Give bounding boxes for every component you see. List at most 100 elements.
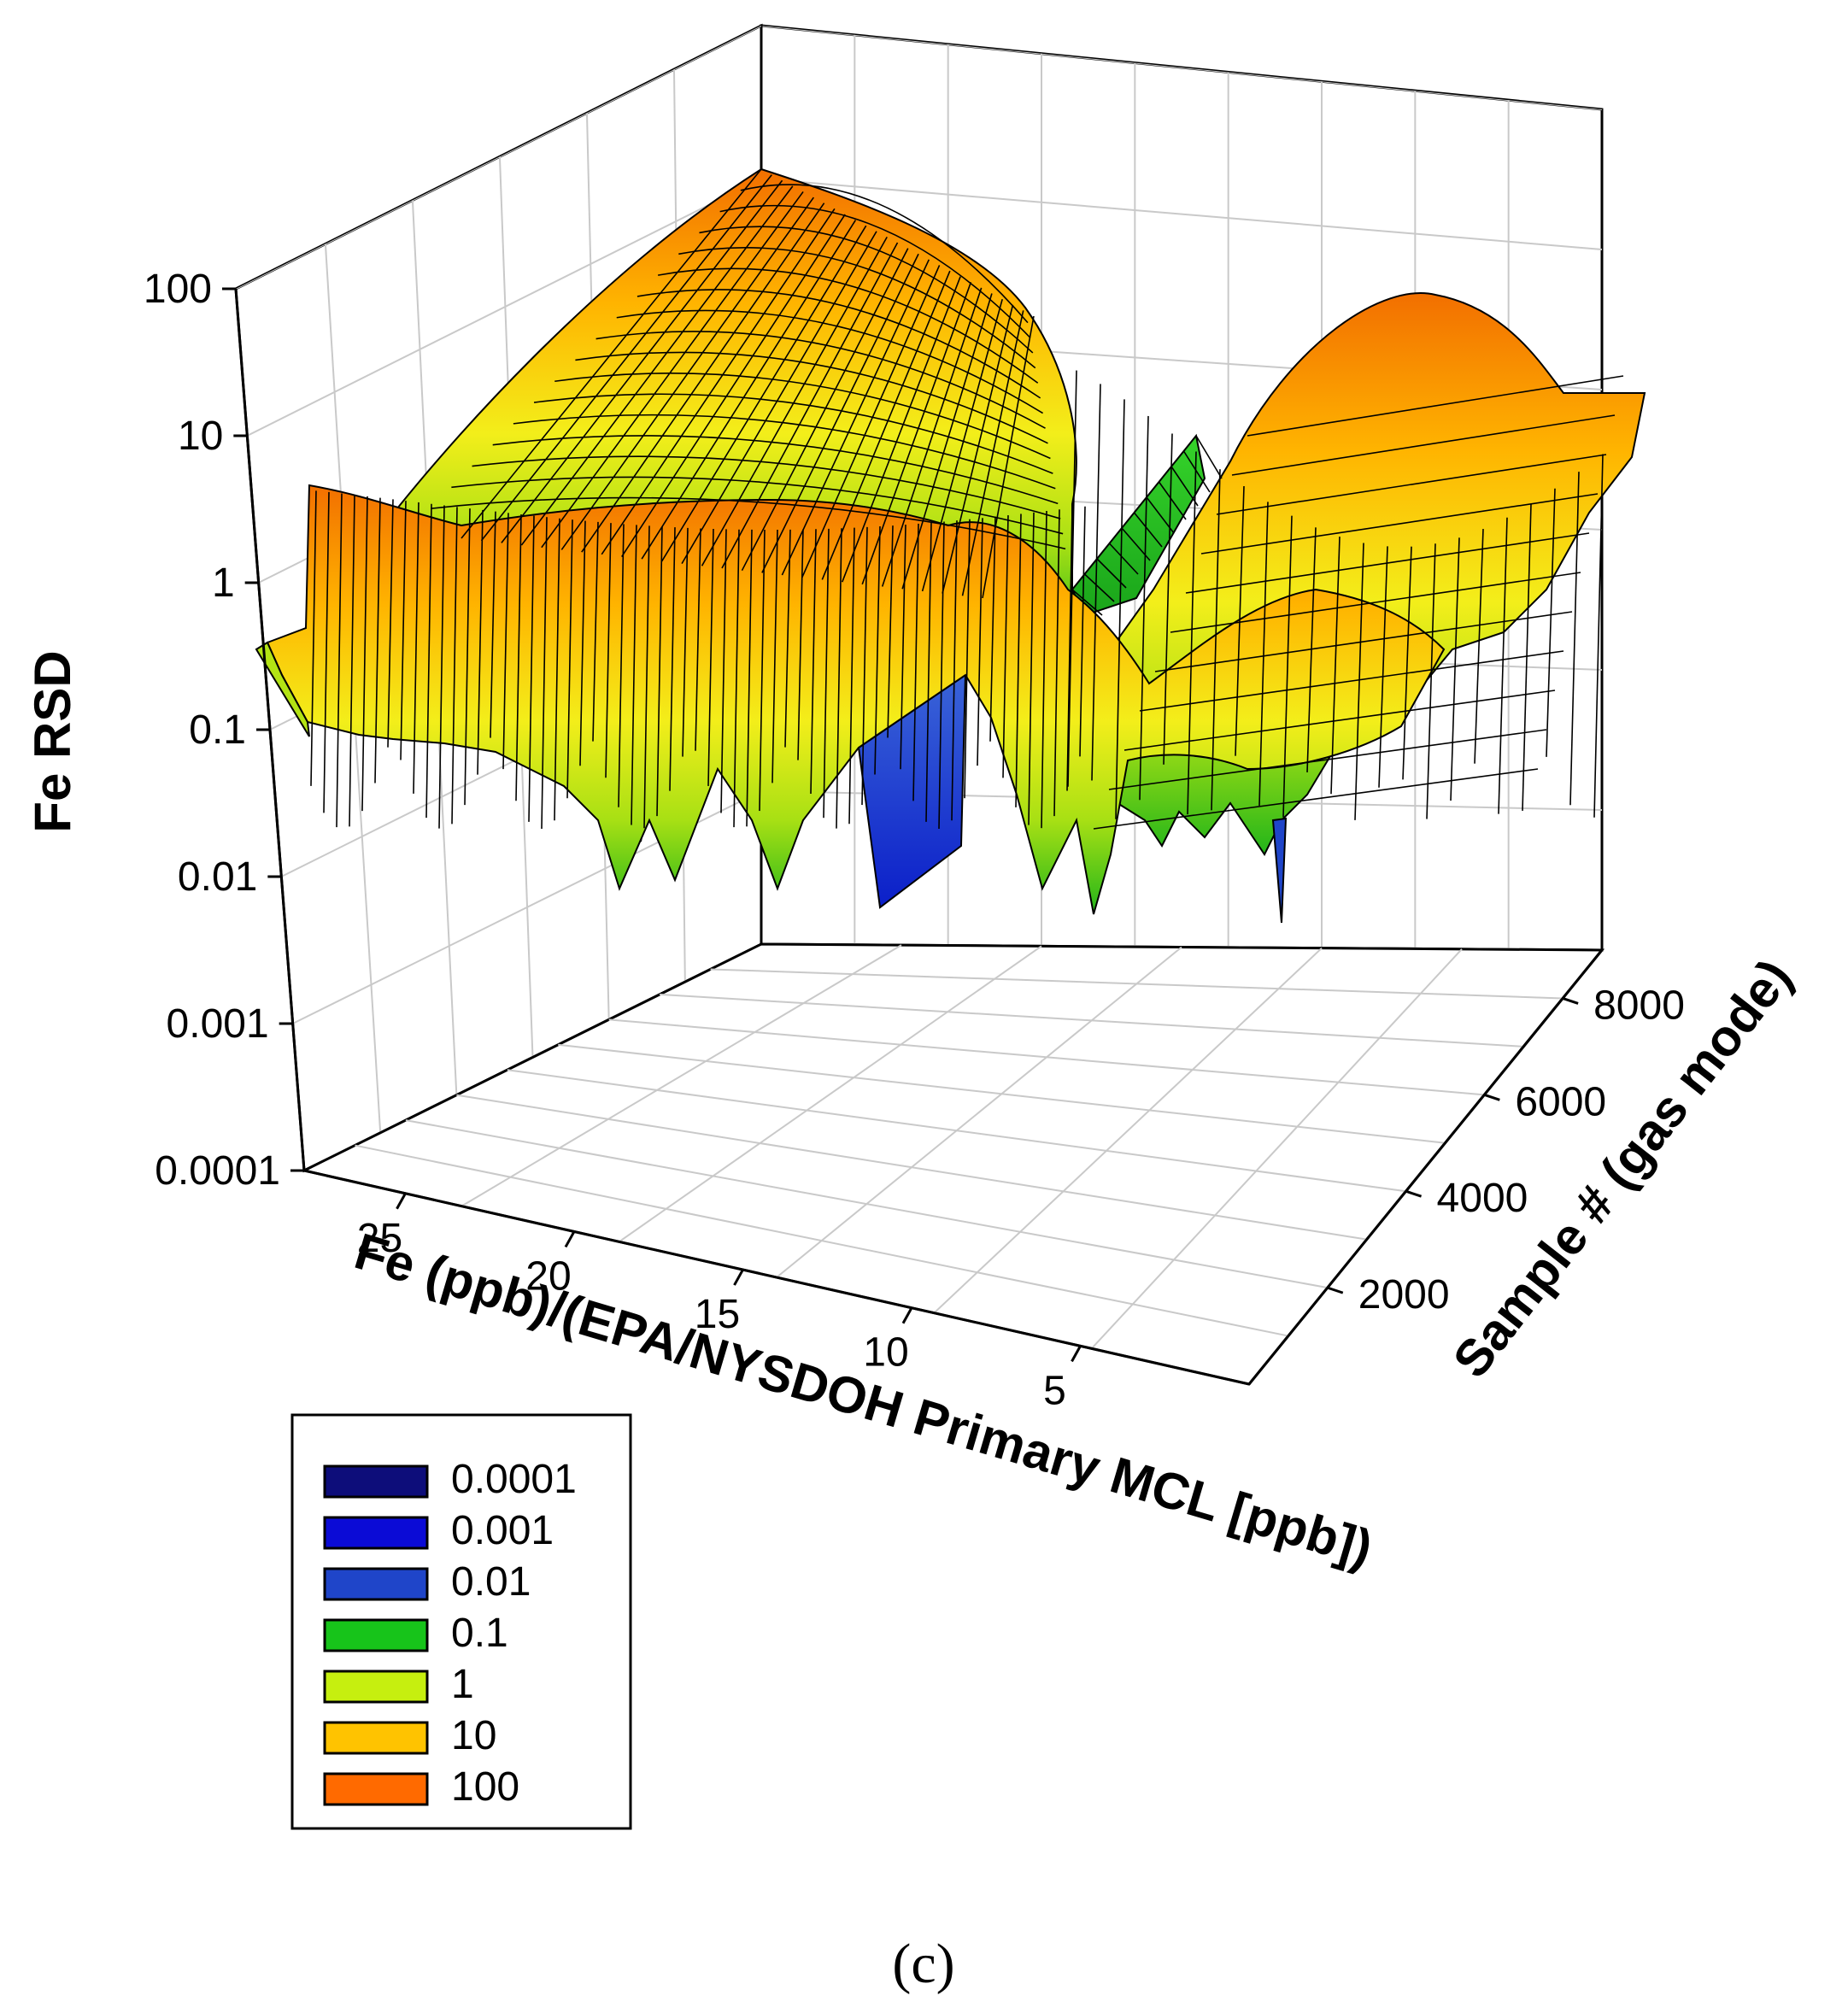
floor-grid-line: [608, 1018, 1485, 1096]
surface-mesh-line: [1195, 435, 1223, 479]
surface-mesh-line: [1091, 384, 1101, 781]
surface-mesh-line: [1378, 546, 1388, 788]
surface-mesh-line: [1282, 515, 1293, 818]
y-tick-mark: [1327, 1286, 1344, 1294]
floor-grid-line: [660, 993, 1524, 1048]
surface-blue-spike-right: [1271, 817, 1288, 924]
legend-swatch: [323, 1721, 429, 1755]
surface-mesh-line: [336, 493, 343, 828]
surface-mesh-line: [575, 351, 1048, 444]
surface-mesh-line: [1258, 502, 1269, 807]
surface-mesh-line: [637, 289, 1041, 399]
surface-mesh-line: [464, 508, 471, 806]
z-axis-title: Fe RSD: [24, 650, 81, 832]
surface-mesh-line: [451, 476, 1064, 535]
legend-swatch: [323, 1567, 429, 1601]
surface-mesh-line: [759, 529, 766, 812]
floor-grid-line: [405, 1119, 1328, 1289]
surface-mesh-line: [1354, 543, 1364, 820]
surface-mesh-line: [349, 495, 355, 827]
y-tick-mark: [1405, 1189, 1423, 1198]
surface-mesh-line: [874, 526, 881, 775]
surface-mesh-line: [1115, 399, 1125, 819]
surface-mesh-line: [733, 529, 740, 828]
surface-mesh-line: [425, 503, 432, 819]
surface-mesh-line: [1015, 514, 1022, 807]
y-tick-label: 8000: [1593, 983, 1685, 1028]
surface-mesh-line: [719, 204, 1031, 338]
x-tick-mark: [901, 1306, 913, 1324]
surface-mesh-line: [472, 455, 1061, 519]
x-tick-label: 25: [357, 1216, 402, 1261]
surface-mesh-line: [554, 373, 1051, 460]
surface-mesh-line: [579, 520, 586, 766]
surface-mesh-line: [810, 529, 817, 795]
surface-mesh-line: [842, 276, 961, 583]
surface-mesh-line: [477, 509, 484, 775]
surface-mesh-line: [1108, 729, 1547, 790]
surface-mesh-line: [1139, 415, 1149, 801]
surface-mesh-line: [1450, 537, 1460, 801]
surface-mesh-line: [695, 528, 701, 751]
legend-label: 0.001: [451, 1508, 554, 1553]
surface-mesh-line: [361, 496, 368, 812]
legend-swatch: [323, 1670, 429, 1704]
surface-mesh-line: [669, 527, 676, 791]
surface-mesh-line: [490, 511, 496, 738]
surface-mesh-line: [1067, 370, 1077, 787]
surface-mesh-line: [861, 526, 868, 806]
surface-mesh-line: [1170, 572, 1581, 633]
surface-mesh-line: [982, 315, 1035, 599]
surface-mesh-line: [740, 184, 1029, 324]
surface-mesh-line: [541, 517, 548, 829]
surface-mesh-line: [1593, 454, 1604, 818]
legend-label: 0.01: [451, 1559, 531, 1605]
surface-mesh-line: [1306, 527, 1317, 772]
surface-mesh-line: [961, 310, 1024, 596]
surface-mesh-line: [618, 524, 625, 807]
surface-mesh-line: [323, 491, 330, 813]
surface-mesh-line: [1154, 611, 1573, 672]
legend-swatch: [323, 1516, 429, 1550]
y-tick-label: 6000: [1515, 1079, 1606, 1124]
surface-front-ridge: [266, 484, 1446, 915]
surface-mesh-line: [1569, 472, 1580, 806]
x-axis-ticks: 25 20 15 10 5: [357, 1193, 1082, 1413]
surface-mesh-line: [784, 529, 791, 748]
surface-mesh-line: [1041, 511, 1047, 829]
z-tick-label: 10: [178, 414, 223, 459]
floor-pane: [300, 942, 1605, 1386]
surface-mesh-line: [492, 435, 1059, 505]
surface-mesh-line: [1185, 532, 1590, 594]
surface-mesh-line: [513, 414, 1056, 490]
surface-mesh-line: [771, 529, 778, 783]
y-tick-mark: [1562, 997, 1579, 1005]
surface-mesh-line: [1079, 506, 1086, 757]
surface-mesh-line: [1474, 529, 1484, 764]
surface-mesh-line: [1330, 537, 1341, 795]
surface-mesh-line: [938, 521, 945, 829]
surface-mesh-line: [1146, 496, 1175, 534]
surface-mesh-line: [951, 520, 958, 821]
surface-mesh-line: [520, 185, 794, 546]
surface-mesh-line: [699, 226, 1034, 354]
surface-mesh-line: [656, 526, 663, 817]
surface-mesh-line: [1139, 650, 1564, 712]
legend-label: 1: [451, 1662, 474, 1707]
surface-mesh-line: [1028, 512, 1035, 825]
surface-mesh-line: [797, 529, 804, 760]
surface-mesh-line: [900, 525, 906, 770]
legend-label: 100: [451, 1764, 519, 1810]
surface-mesh-line: [821, 270, 951, 580]
surface-mesh-line: [502, 513, 509, 770]
floor-grid-line: [456, 1094, 1367, 1241]
x-tick-label: 5: [1043, 1368, 1066, 1413]
legend: 0.0001 0.001 0.01 0.1 1 10 100: [290, 1413, 632, 1830]
surface-mesh-line: [451, 507, 458, 825]
floor-grid-line: [558, 1043, 1446, 1144]
panel-label: (c): [892, 1933, 954, 1995]
surface-mesh-line: [1163, 433, 1173, 765]
surface-mesh-line: [881, 287, 983, 587]
surface-mesh-line: [1093, 768, 1539, 830]
